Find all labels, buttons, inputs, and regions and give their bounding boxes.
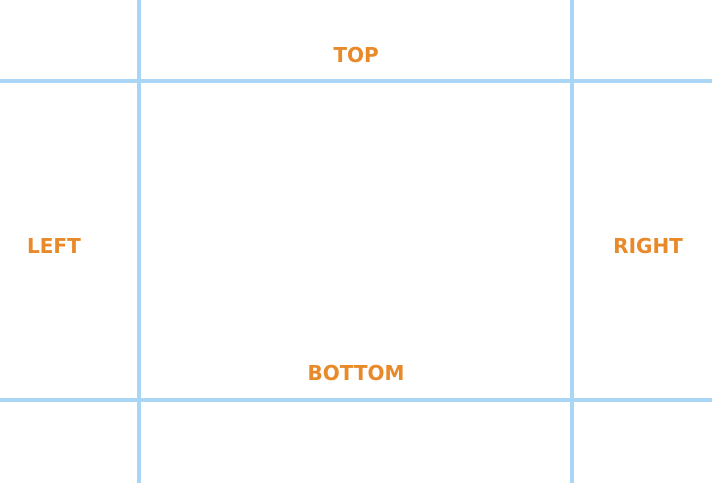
right-vertical-guide-line — [570, 0, 574, 483]
top-label: TOP — [333, 43, 379, 67]
bottom-label: BOTTOM — [307, 361, 405, 385]
bottom-horizontal-guide-line — [0, 398, 712, 402]
top-horizontal-guide-line — [0, 79, 712, 83]
left-label: LEFT — [27, 234, 81, 258]
right-label: RIGHT — [613, 234, 683, 258]
left-vertical-guide-line — [137, 0, 141, 483]
